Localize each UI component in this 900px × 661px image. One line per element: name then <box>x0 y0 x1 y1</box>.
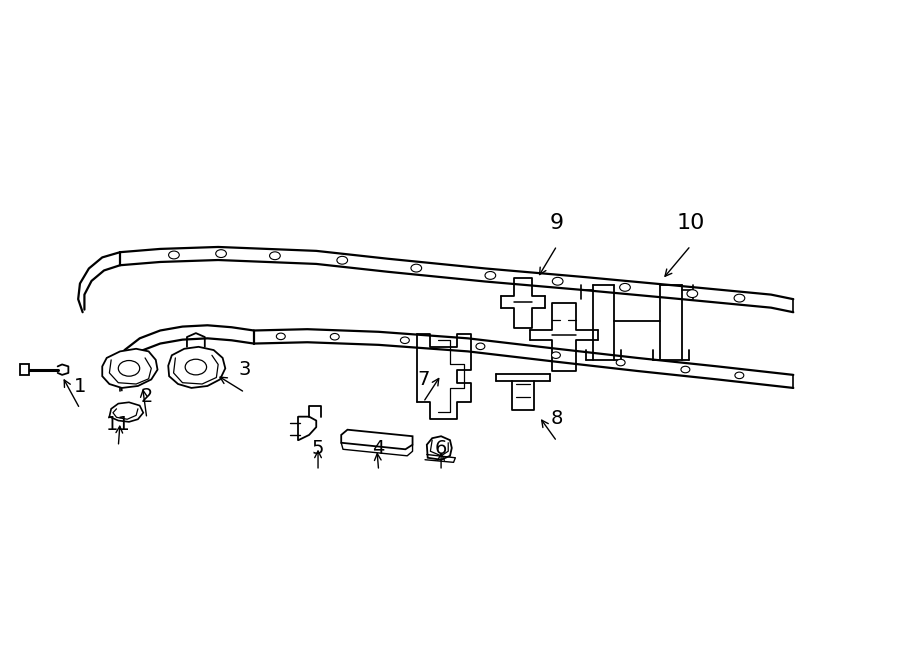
Circle shape <box>337 256 347 264</box>
Circle shape <box>276 333 285 340</box>
Circle shape <box>687 290 698 297</box>
Circle shape <box>485 272 496 280</box>
Text: 1: 1 <box>74 377 86 396</box>
Text: 11: 11 <box>106 414 130 434</box>
Circle shape <box>216 250 227 258</box>
Polygon shape <box>168 347 225 388</box>
Text: 10: 10 <box>677 213 705 233</box>
Text: 2: 2 <box>140 387 153 406</box>
Text: 6: 6 <box>435 439 447 458</box>
Circle shape <box>476 343 485 350</box>
Polygon shape <box>427 436 452 460</box>
Circle shape <box>552 352 561 358</box>
Polygon shape <box>110 403 143 422</box>
Circle shape <box>616 360 625 366</box>
Polygon shape <box>20 364 29 375</box>
Circle shape <box>553 278 563 285</box>
Circle shape <box>735 372 743 379</box>
Circle shape <box>330 333 339 340</box>
Circle shape <box>681 366 690 373</box>
Circle shape <box>734 294 745 302</box>
Text: 3: 3 <box>238 360 251 379</box>
Circle shape <box>400 337 410 344</box>
Circle shape <box>270 252 280 260</box>
Text: 7: 7 <box>417 370 429 389</box>
Text: 9: 9 <box>550 213 564 233</box>
Circle shape <box>411 264 421 272</box>
Circle shape <box>185 359 207 375</box>
Polygon shape <box>341 430 412 449</box>
Circle shape <box>168 251 179 259</box>
Circle shape <box>118 360 140 376</box>
Circle shape <box>619 284 630 292</box>
Polygon shape <box>103 349 158 388</box>
Text: 5: 5 <box>311 439 324 458</box>
Text: 4: 4 <box>373 439 385 458</box>
Text: 8: 8 <box>551 409 563 428</box>
